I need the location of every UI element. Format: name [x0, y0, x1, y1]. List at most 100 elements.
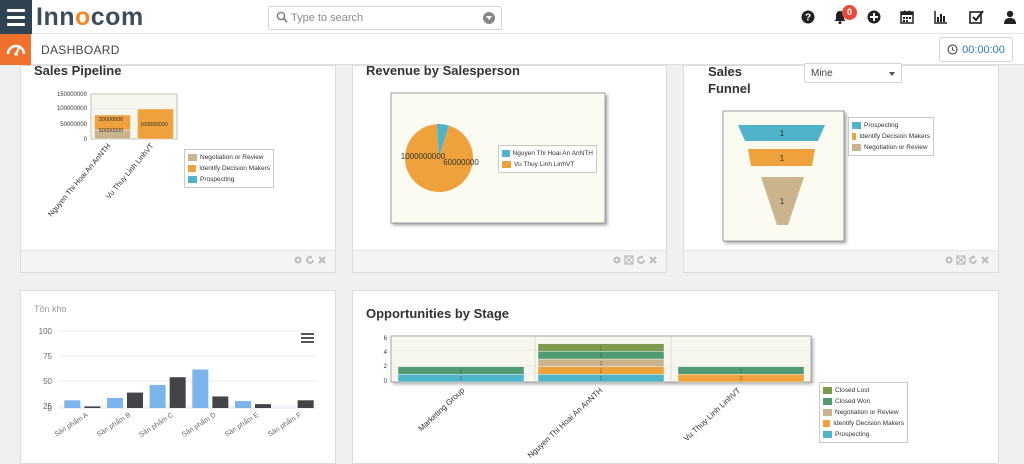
- page-title: DASHBOARD: [41, 43, 120, 57]
- expand-icon[interactable]: [956, 255, 966, 265]
- bar-data-label: 30000000: [99, 117, 123, 123]
- bar: [127, 392, 143, 408]
- x-category-label: Sản phẩm B: [95, 411, 132, 439]
- y-tick-label: 0: [84, 137, 88, 143]
- calendar-icon[interactable]: [899, 9, 915, 25]
- panel-title: Tồn kho: [34, 304, 67, 314]
- bar-data-label: 1: [600, 361, 603, 367]
- settings-icon[interactable]: [293, 255, 303, 265]
- add-icon[interactable]: [866, 9, 882, 25]
- sales-funnel-panel: Sales Funnel 1 1 1 Prospecting Identify D…: [683, 64, 999, 273]
- bar-chart-icon[interactable]: [933, 9, 949, 25]
- x-category-label: Sản phẩm C: [138, 411, 175, 439]
- bar: [235, 401, 251, 408]
- y-tick-label: 2: [384, 364, 388, 370]
- y-tick-label: 0: [48, 404, 53, 413]
- dashboard-icon[interactable]: [0, 34, 31, 65]
- search-icon: [276, 11, 288, 23]
- legend-item: Identify Decision Makers: [188, 163, 270, 174]
- legend-item: Closed Won: [823, 396, 904, 407]
- bar: [169, 377, 186, 408]
- owner-filter-select[interactable]: Mine: [804, 63, 902, 83]
- refresh-icon[interactable]: [968, 255, 978, 265]
- bar: [255, 404, 271, 408]
- chart-legend: Nguyen Thi Hoai An AnNTH Vu Thuy Linh Li…: [498, 145, 597, 173]
- chart-legend: Prospecting Identify Decision Makers Neg…: [848, 117, 934, 156]
- y-tick-label: 150000000: [57, 92, 88, 98]
- timer-value: 00:00:00: [962, 43, 1005, 56]
- y-tick-label: 25: [43, 402, 52, 411]
- clock-icon: [947, 44, 958, 55]
- menu-icon[interactable]: [0, 0, 32, 34]
- chart-legend: Closed Lost Closed Won Negotiation or Re…: [819, 382, 908, 443]
- legend-item: Identify Decision Makers: [852, 131, 930, 142]
- user-icon[interactable]: [1002, 9, 1018, 25]
- legend-item: Identify Decision Makers: [823, 418, 904, 429]
- search-input[interactable]: [291, 9, 471, 27]
- settings-icon[interactable]: [944, 255, 954, 265]
- y-tick-label: 75: [43, 352, 52, 361]
- legend-item: Closed Lost: [823, 385, 904, 396]
- chart-menu-icon[interactable]: [299, 331, 317, 345]
- legend-item: Prospecting: [852, 120, 930, 131]
- y-axis-ticks: 6 4 2 0: [384, 336, 388, 385]
- x-category-label: Nguyen Thi Hoai An AnNTH: [46, 142, 113, 219]
- search-box[interactable]: [268, 6, 502, 30]
- revenue-panel: Revenue by Salesperson 1000000000 600000…: [352, 63, 667, 273]
- help-icon[interactable]: ?: [800, 9, 816, 25]
- refresh-icon[interactable]: [305, 255, 315, 265]
- dashboard-header: DASHBOARD 00:00:00: [0, 34, 1024, 65]
- x-category-label: Vu Thuy Linh LinhVT: [682, 386, 743, 443]
- x-category-label: Sản phẩm F: [266, 411, 302, 438]
- legend-item: Negotiation or Review: [823, 407, 904, 418]
- x-category-label: Sản phẩm A: [53, 411, 90, 439]
- close-icon[interactable]: [648, 255, 658, 265]
- bar: [297, 400, 314, 408]
- sales-funnel-chart: 1 1 1: [722, 110, 845, 242]
- funnel-segment: [738, 125, 825, 141]
- bar-data-label: 1: [600, 353, 603, 359]
- panel-title: Sales Funnel: [708, 64, 751, 96]
- app-logo[interactable]: Innocom: [36, 3, 144, 31]
- panel-footer: [21, 250, 335, 272]
- x-category-label: Nguyen Thi Hoai An AnNTH: [526, 386, 605, 460]
- bar-data-label: 1: [600, 376, 603, 382]
- gridlines: [59, 330, 317, 409]
- y-axis-ticks: 100 75 50 25 0: [39, 327, 53, 413]
- panel-footer: [684, 250, 998, 272]
- bar-data-label: 1: [600, 369, 603, 375]
- legend-item: Negotiation or Review: [852, 142, 930, 153]
- bar: [212, 396, 229, 408]
- bar-data-label: 50000000: [99, 128, 123, 134]
- bar-data-label: 1: [740, 369, 743, 375]
- x-category-label: Sản phẩm E: [223, 411, 260, 439]
- funnel-data-label: 1: [780, 154, 785, 163]
- top-bar: Innocom ? 0: [0, 0, 1024, 34]
- speedometer-icon: [6, 44, 25, 56]
- refresh-icon[interactable]: [636, 255, 646, 265]
- x-category-label: Vu Thuy Linh LinhVT: [104, 141, 156, 200]
- y-tick-label: 50000000: [60, 122, 87, 128]
- inventory-panel: Tồn kho 100 75 50 25 0 Sản phẩm A Sản phẩ…: [20, 290, 336, 464]
- task-check-icon[interactable]: [968, 9, 984, 25]
- x-category-label: Marketing Group: [417, 386, 467, 434]
- search-dropdown-icon[interactable]: [483, 12, 495, 24]
- funnel-segment: [748, 149, 815, 166]
- legend-item: Vu Thuy Linh LinhVT: [502, 159, 593, 170]
- legend-item: Prospecting: [188, 174, 270, 185]
- bar-data-label: 1: [460, 369, 463, 375]
- settings-icon[interactable]: [612, 255, 622, 265]
- close-icon[interactable]: [317, 255, 327, 265]
- legend-item: Negotiation or Review: [188, 152, 270, 163]
- timer-button[interactable]: 00:00:00: [939, 37, 1013, 62]
- bar: [64, 400, 81, 408]
- close-icon[interactable]: [980, 255, 990, 265]
- y-tick-label: 100: [39, 327, 53, 336]
- y-tick-label: 0: [384, 379, 388, 385]
- bar-data-label: 1: [600, 346, 603, 352]
- bar: [84, 406, 101, 408]
- funnel-data-label: 1: [780, 129, 785, 138]
- expand-icon[interactable]: [624, 255, 634, 265]
- y-tick-label: 50: [43, 377, 52, 386]
